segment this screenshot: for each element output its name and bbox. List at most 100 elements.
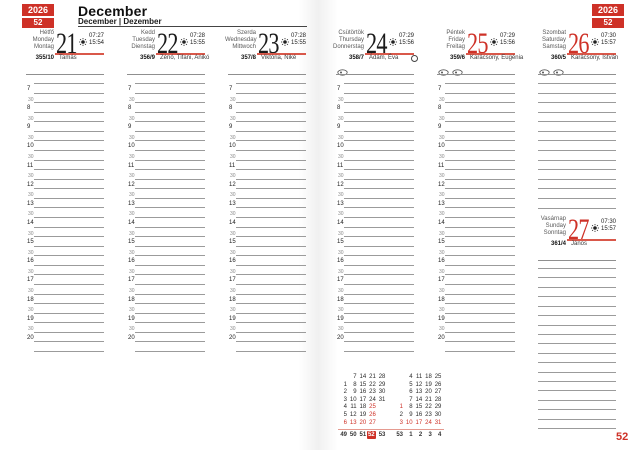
mini-calendar-day: 27 <box>369 419 376 426</box>
sunset-time: 15:55 <box>189 39 205 46</box>
week-number-highlight: 52 <box>366 431 376 440</box>
day-header: Péntek Friday Freitag 25 07:29 15:56 359/6 Kará… <box>434 28 523 76</box>
writing-line <box>445 255 515 257</box>
writing-line <box>344 102 414 104</box>
half-hour-label: 30 <box>439 96 445 103</box>
half-hour-label: 30 <box>230 96 236 103</box>
writing-line <box>445 303 515 305</box>
date-number: 27 <box>568 213 589 246</box>
writing-line <box>236 188 306 190</box>
hour-label: 12 <box>229 181 236 188</box>
weekday-label: Szombat <box>542 30 566 36</box>
writing-line <box>344 293 414 295</box>
hour-label: 10 <box>27 143 34 150</box>
writing-line <box>34 130 104 132</box>
mini-calendar-day: 16 <box>415 412 423 418</box>
hour-label: 10 <box>229 143 236 150</box>
half-hour-label: 30 <box>28 268 34 275</box>
half-hour-label: 30 <box>230 211 236 218</box>
writing-line <box>538 121 616 123</box>
hour-label: 15 <box>27 239 34 246</box>
writing-line <box>344 140 414 142</box>
festive-holiday-icon <box>539 63 550 81</box>
writing-line <box>236 274 306 276</box>
hour-label: 19 <box>438 315 445 322</box>
hour-label: 19 <box>27 315 34 322</box>
writing-line <box>34 216 104 218</box>
header-separator <box>26 74 104 75</box>
writing-line <box>344 274 414 276</box>
mini-calendar-week-number: 4 <box>438 432 442 439</box>
page-number: 52 <box>616 431 629 443</box>
date-underline <box>257 53 306 55</box>
weekday-label: Sonntag <box>543 230 566 236</box>
writing-line <box>236 322 306 324</box>
mini-calendar-day: 13 <box>415 389 423 396</box>
writing-line <box>34 293 104 295</box>
festive-holiday-icon <box>337 63 348 81</box>
writing-line <box>445 130 515 132</box>
half-hour-label: 30 <box>338 115 344 122</box>
sun-times: 07:30 15:57 <box>601 219 616 232</box>
writing-line <box>538 390 616 392</box>
mini-calendar-day: 24 <box>425 419 432 426</box>
hour-label: 13 <box>229 200 236 207</box>
hour-label: 18 <box>438 296 445 303</box>
half-hour-label: 30 <box>230 230 236 237</box>
writing-line <box>236 130 306 132</box>
half-hour-label: 30 <box>230 326 236 333</box>
hour-label: 12 <box>337 181 344 188</box>
sun-times: 07:28 15:55 <box>190 33 205 46</box>
mini-calendar-day: 25 <box>369 404 376 411</box>
writing-line <box>236 350 306 352</box>
names-row: 357/8 Viktória, Niké <box>228 55 306 64</box>
hour-label: 7 <box>27 86 31 93</box>
half-hour-label: 30 <box>338 134 344 141</box>
weekday-label: Mittwoch <box>232 44 256 50</box>
hour-label: 14 <box>229 220 236 227</box>
names-row: 355/10 Tamás <box>26 55 104 64</box>
writing-line <box>236 149 306 151</box>
writing-line <box>538 343 616 345</box>
half-hour-label: 30 <box>338 211 344 218</box>
hour-label: 18 <box>128 296 135 303</box>
writing-line <box>344 322 414 324</box>
mini-calendar-day: 15 <box>415 404 423 411</box>
writing-line <box>538 324 616 326</box>
hour-label: 9 <box>438 124 442 131</box>
day-of-year: 359/6 <box>449 55 465 61</box>
festive-holiday-icon <box>438 63 449 81</box>
full-moon-icon <box>411 55 418 62</box>
mini-calendar-day: 1 <box>399 404 403 411</box>
title-underline <box>78 26 307 27</box>
mini-calendar-day: 5 <box>409 381 413 388</box>
writing-line <box>344 92 414 94</box>
writing-line <box>236 178 306 180</box>
mini-calendar-week-number: 53 <box>378 432 386 439</box>
writing-line <box>538 197 616 199</box>
writing-line <box>538 277 616 279</box>
half-hour-label: 30 <box>338 307 344 314</box>
half-hour-label: 30 <box>439 173 445 180</box>
mini-calendar-day: 6 <box>409 389 413 396</box>
name-day: Karácsony, Eugénia <box>470 55 524 61</box>
half-hour-label: 30 <box>338 326 344 333</box>
sunset-time: 15:54 <box>88 39 104 46</box>
hour-label: 12 <box>438 181 445 188</box>
writing-line <box>135 130 205 132</box>
writing-line <box>135 178 205 180</box>
half-hour-label: 30 <box>439 268 445 275</box>
half-hour-label: 30 <box>338 249 344 256</box>
sunrise-time: 07:30 <box>600 33 616 39</box>
writing-line <box>135 264 205 266</box>
half-hour-label: 30 <box>129 96 135 103</box>
mini-calendar-week-number: 53 <box>396 432 403 439</box>
writing-line <box>538 352 616 354</box>
year-week-box-left: 2026 52 <box>22 4 54 28</box>
weekday-label: Freitag <box>446 44 465 50</box>
weekday-labels: Péntek Friday Freitag <box>434 30 465 51</box>
writing-line <box>445 341 515 343</box>
half-hour-label: 30 <box>28 249 34 256</box>
name-day: János <box>571 241 588 247</box>
